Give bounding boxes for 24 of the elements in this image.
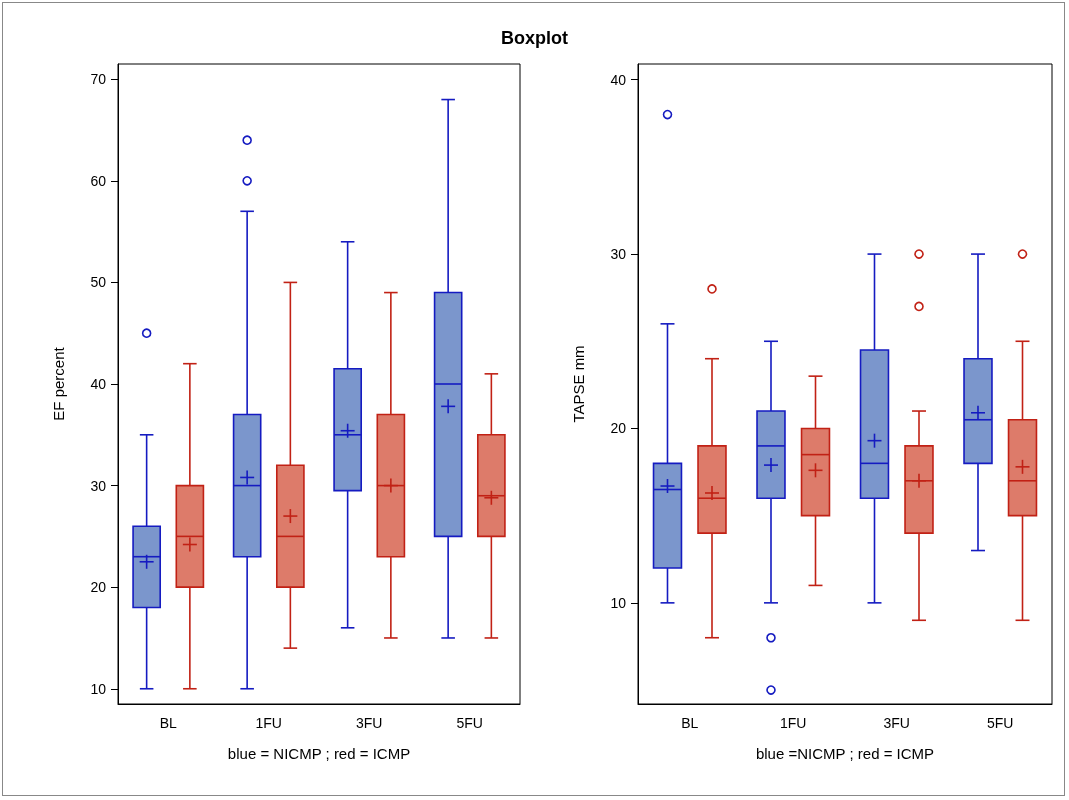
chart-title: Boxplot — [500, 28, 569, 49]
x-axis-title: blue = NICMP ; red = ICMP — [227, 745, 411, 762]
y-tick-label: 30 — [90, 477, 107, 494]
x-tick-label: 3FU — [883, 715, 910, 731]
x-tick-label: 5FU — [456, 715, 483, 731]
x-tick-label: 1FU — [255, 715, 282, 731]
y-tick-label: 10 — [90, 680, 107, 697]
y-axis-title: EF percent — [50, 346, 67, 421]
x-tick-label: 1FU — [780, 715, 807, 731]
x-tick-label: 3FU — [356, 715, 383, 731]
y-axis-title: TAPSE mm — [570, 345, 587, 423]
y-tick-label: 20 — [610, 420, 627, 437]
y-tick-label: 50 — [90, 274, 107, 291]
y-tick-label: 20 — [90, 579, 107, 596]
y-tick-label: 70 — [90, 71, 107, 88]
x-tick-label: BL — [159, 715, 178, 731]
y-tick-label: 40 — [610, 71, 627, 88]
x-tick-label: BL — [681, 715, 699, 731]
y-tick-label: 10 — [610, 594, 627, 611]
x-axis-title: blue =NICMP ; red = ICMP — [755, 745, 935, 762]
y-tick-label: 40 — [90, 376, 107, 392]
y-tick-label: 30 — [610, 246, 627, 263]
x-tick-label: 5FU — [987, 715, 1014, 731]
y-tick-label: 60 — [90, 172, 107, 189]
